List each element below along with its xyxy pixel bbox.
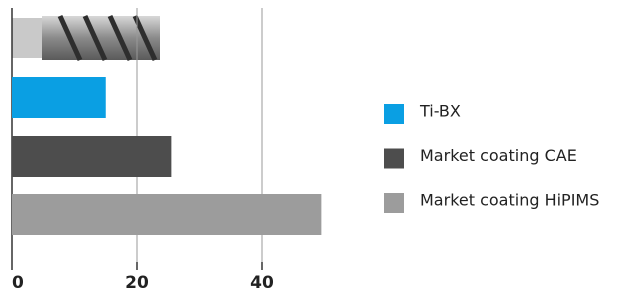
tool-image xyxy=(12,16,160,60)
legend-swatch xyxy=(384,193,404,213)
legend-label: Ti-BX xyxy=(419,102,461,121)
page: 0 20 40 Ti-BX Market coating CAE Market coati… xyxy=(0,0,632,292)
bar xyxy=(12,136,171,177)
legend-label: Market coating HiPIMS xyxy=(420,191,599,210)
legend-swatch xyxy=(384,149,404,169)
legend-swatch xyxy=(384,104,404,124)
x-tick-label: 20 xyxy=(125,273,149,292)
bar xyxy=(12,77,106,118)
legend-label: Market coating CAE xyxy=(420,146,577,165)
x-tick-label: 0 xyxy=(12,273,24,292)
chart: 0 20 40 Ti-BX Market coating CAE Market coati… xyxy=(0,0,632,292)
x-tick-label: 40 xyxy=(250,273,274,292)
bar xyxy=(12,194,321,235)
